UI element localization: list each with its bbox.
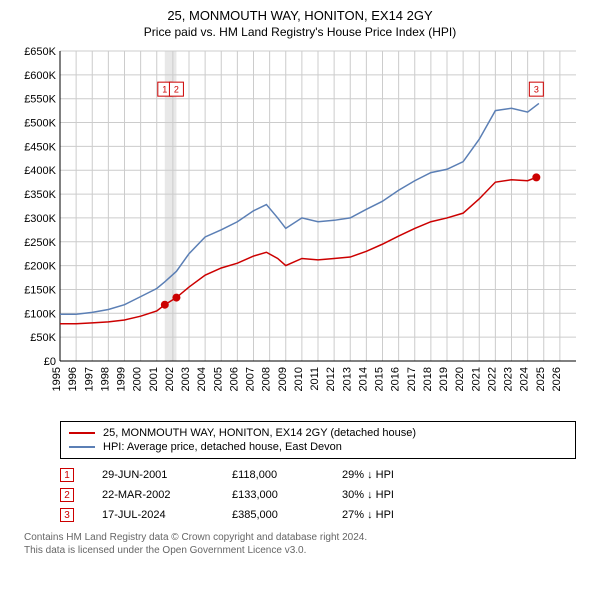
svg-text:2007: 2007	[245, 367, 257, 391]
svg-text:£300K: £300K	[24, 213, 56, 225]
footer-attribution: Contains HM Land Registry data © Crown c…	[24, 531, 576, 557]
svg-text:1997: 1997	[83, 367, 95, 391]
svg-text:£500K: £500K	[24, 118, 56, 130]
sale-marker-badge: 3	[60, 508, 74, 522]
svg-text:2005: 2005	[212, 367, 224, 391]
svg-text:£400K: £400K	[24, 165, 56, 177]
svg-text:£600K: £600K	[24, 70, 56, 82]
sale-row: 2 22-MAR-2002£133,00030% ↓ HPI	[60, 485, 576, 505]
chart-container: 25, MONMOUTH WAY, HONITON, EX14 2GY Pric…	[0, 0, 600, 561]
svg-text:2021: 2021	[470, 367, 482, 391]
sale-marker-badge: 1	[60, 468, 74, 482]
chart-plot: £0 £50K £100K £150K £200K £250K £300K £350K £400…	[12, 45, 588, 415]
svg-text:2015: 2015	[374, 367, 386, 391]
sale-date: 17-JUL-2024	[102, 509, 232, 521]
svg-text:1998: 1998	[99, 367, 111, 391]
svg-text:2013: 2013	[341, 367, 353, 391]
svg-text:2011: 2011	[309, 367, 321, 391]
legend: 25, MONMOUTH WAY, HONITON, EX14 2GY (det…	[60, 421, 576, 459]
sale-hpi-delta: 27% ↓ HPI	[342, 509, 452, 521]
svg-text:£50K: £50K	[30, 332, 56, 344]
sale-date: 22-MAR-2002	[102, 489, 232, 501]
svg-text:1996: 1996	[67, 367, 79, 391]
chart-svg: £0 £50K £100K £150K £200K £250K £300K £350K £400…	[12, 45, 588, 415]
svg-text:2000: 2000	[132, 367, 144, 391]
svg-text:2: 2	[174, 85, 179, 95]
svg-text:2020: 2020	[454, 367, 466, 391]
footer-line1: Contains HM Land Registry data © Crown c…	[24, 531, 576, 544]
sale-hpi-delta: 30% ↓ HPI	[342, 489, 452, 501]
legend-item: HPI: Average price, detached house, East…	[69, 440, 567, 454]
svg-text:2006: 2006	[228, 367, 240, 391]
chart-title: 25, MONMOUTH WAY, HONITON, EX14 2GY	[12, 8, 588, 23]
svg-text:2010: 2010	[293, 367, 305, 391]
svg-text:2009: 2009	[277, 367, 289, 391]
legend-label: 25, MONMOUTH WAY, HONITON, EX14 2GY (det…	[103, 427, 416, 439]
svg-text:2026: 2026	[551, 367, 563, 391]
svg-text:2022: 2022	[486, 367, 498, 391]
svg-text:2014: 2014	[357, 367, 369, 391]
svg-text:£150K: £150K	[24, 284, 56, 296]
sale-row: 1 29-JUN-2001£118,00029% ↓ HPI	[60, 465, 576, 485]
sale-hpi-delta: 29% ↓ HPI	[342, 469, 452, 481]
svg-text:£450K: £450K	[24, 141, 56, 153]
svg-text:1999: 1999	[116, 367, 128, 391]
svg-text:2025: 2025	[535, 367, 547, 391]
svg-text:1995: 1995	[51, 367, 63, 391]
legend-label: HPI: Average price, detached house, East…	[103, 441, 342, 453]
sale-price: £133,000	[232, 489, 342, 501]
svg-text:2008: 2008	[261, 367, 273, 391]
legend-swatch	[69, 446, 95, 448]
footer-line2: This data is licensed under the Open Gov…	[24, 544, 576, 557]
sale-price: £385,000	[232, 509, 342, 521]
svg-text:£650K: £650K	[24, 46, 56, 58]
sale-row: 3 17-JUL-2024£385,00027% ↓ HPI	[60, 505, 576, 525]
svg-text:2004: 2004	[196, 367, 208, 391]
svg-text:2001: 2001	[148, 367, 160, 391]
svg-text:£550K: £550K	[24, 94, 56, 106]
legend-item: 25, MONMOUTH WAY, HONITON, EX14 2GY (det…	[69, 426, 567, 440]
svg-text:2003: 2003	[180, 367, 192, 391]
svg-text:2024: 2024	[519, 367, 531, 391]
svg-text:£0: £0	[44, 356, 56, 368]
svg-text:2018: 2018	[422, 367, 434, 391]
sales-table: 1 29-JUN-2001£118,00029% ↓ HPI 2 22-MAR-200…	[60, 465, 576, 525]
sale-marker-badge: 2	[60, 488, 74, 502]
svg-text:2019: 2019	[438, 367, 450, 391]
svg-text:2002: 2002	[164, 367, 176, 391]
svg-text:£100K: £100K	[24, 308, 56, 320]
sale-date: 29-JUN-2001	[102, 469, 232, 481]
svg-text:£350K: £350K	[24, 189, 56, 201]
svg-text:2017: 2017	[406, 367, 418, 391]
chart-subtitle: Price paid vs. HM Land Registry's House …	[12, 25, 588, 39]
svg-text:2012: 2012	[325, 367, 337, 391]
svg-text:2016: 2016	[390, 367, 402, 391]
svg-text:£250K: £250K	[24, 237, 56, 249]
svg-text:1: 1	[162, 85, 167, 95]
sale-price: £118,000	[232, 469, 342, 481]
svg-text:£200K: £200K	[24, 261, 56, 273]
svg-text:2023: 2023	[503, 367, 515, 391]
svg-text:3: 3	[534, 85, 539, 95]
legend-swatch	[69, 432, 95, 434]
